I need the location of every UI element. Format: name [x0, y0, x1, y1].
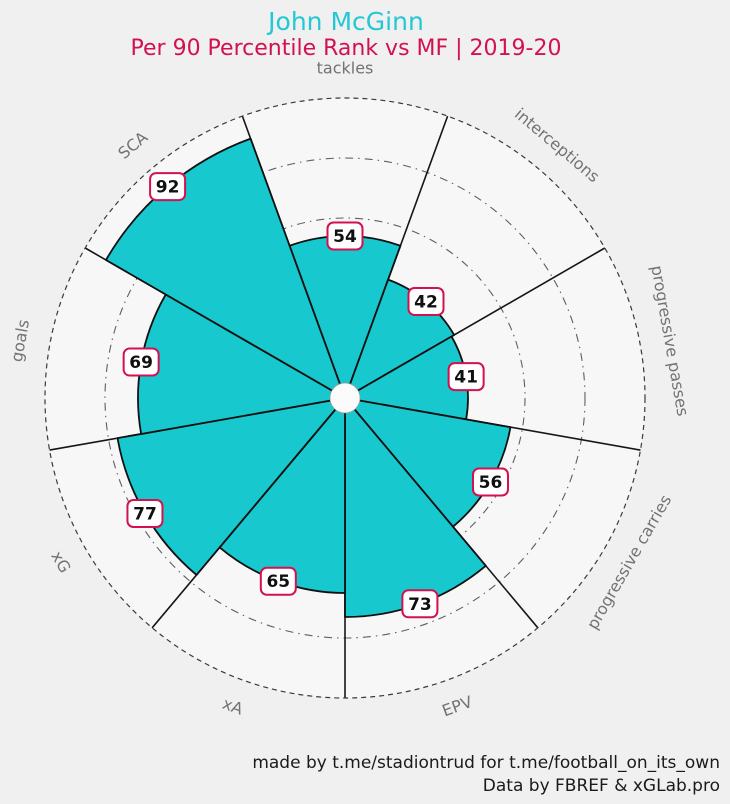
value-box — [447, 362, 485, 392]
value-label-interceptions: 42 — [407, 286, 445, 316]
outer-ring — [44, 97, 646, 699]
value-label-goals: 69 — [122, 347, 160, 377]
value-box — [126, 499, 164, 528]
credits: made by t.me/stadiontrud for t.me/footba… — [252, 752, 720, 798]
center-circle — [329, 382, 361, 414]
page-subtitle: Per 90 Percentile Rank vs MF | 2019-20 — [130, 36, 562, 61]
value-box — [259, 566, 297, 596]
value-text: 73 — [408, 595, 432, 615]
param-label-xa: xA — [220, 694, 246, 719]
param-label-epv: EPV — [440, 692, 475, 720]
percentile-ring-60 — [164, 217, 526, 579]
param-label-xg: xG — [47, 548, 74, 576]
value-text: 54 — [333, 227, 357, 247]
value-label-sca: 92 — [149, 172, 187, 202]
value-box — [149, 172, 187, 202]
param-label-tackles: tackles — [317, 59, 374, 78]
credit-line-1: made by t.me/stadiontrud for t.me/footba… — [252, 753, 720, 773]
value-text: 92 — [156, 178, 180, 198]
value-box — [326, 221, 364, 251]
chart-header: John McGinn Per 90 Percentile Rank vs MF… — [0, 7, 692, 62]
param-label-progressive-passes: progressive passes — [647, 264, 692, 418]
value-text: 77 — [133, 505, 157, 525]
value-text: 65 — [266, 572, 290, 592]
value-label-xg: 77 — [126, 499, 164, 528]
value-text: 41 — [454, 368, 478, 388]
credit-line-2: Data by FBREF & xGLab.pro — [482, 776, 720, 796]
value-box — [401, 589, 439, 619]
value-label-epv: 73 — [401, 589, 439, 619]
page-title: John McGinn — [268, 7, 424, 36]
value-label-progressive-carries: 56 — [471, 467, 509, 497]
param-label-sca: SCA — [114, 128, 151, 163]
value-text: 42 — [414, 292, 438, 312]
value-box — [407, 286, 445, 316]
value-label-tackles: 54 — [326, 221, 364, 251]
value-text: 69 — [129, 353, 153, 373]
value-label-progressive-passes: 41 — [447, 362, 485, 392]
value-box — [471, 467, 509, 497]
param-label-goals: goals — [7, 318, 33, 363]
value-box — [122, 347, 160, 377]
value-label-xa: 65 — [259, 566, 297, 596]
value-text: 56 — [479, 473, 503, 493]
